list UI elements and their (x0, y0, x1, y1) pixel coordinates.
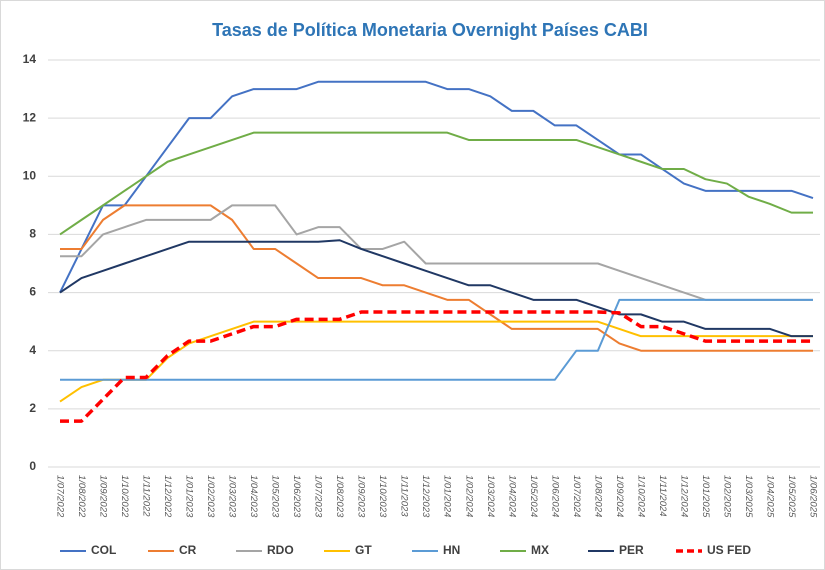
x-tick-label: 1/11/2023 (399, 475, 410, 517)
x-tick-label: 1/10/2024 (635, 475, 646, 517)
series-line (60, 310, 813, 423)
series-line (60, 204, 813, 301)
x-tick-label: 1/06/2024 (549, 475, 560, 517)
x-tick-label: 1/02/2023 (205, 475, 216, 518)
legend-label: PER (619, 543, 644, 557)
y-tick-label: 2 (29, 401, 36, 415)
x-tick-label: 1/07/2024 (571, 475, 582, 517)
x-tick-label: 1/12/2024 (678, 475, 689, 517)
x-tick-label: 1/02/2025 (721, 475, 732, 518)
series-line (59, 320, 813, 403)
x-tick-label: 1/11/2022 (141, 475, 152, 517)
y-tick-label: 0 (29, 459, 36, 473)
y-tick-label: 6 (29, 285, 36, 299)
x-tick-label: 1/06/2025 (807, 475, 818, 518)
legend-label: RDO (267, 543, 294, 557)
x-tick-label: 1/12/2022 (162, 475, 173, 518)
legend-label: HN (443, 543, 460, 557)
y-tick-label: 8 (29, 227, 36, 241)
legend-label: COL (91, 543, 116, 557)
x-tick-label: 1/03/2024 (485, 475, 496, 517)
x-tick-label: 1/01/2023 (184, 475, 195, 518)
legend-label: GT (355, 543, 372, 557)
x-tick-label: 1/10/2023 (377, 475, 388, 518)
x-tick-label: 1/07/2022 (54, 475, 65, 518)
x-tick-label: 1/12/2023 (420, 475, 431, 518)
x-tick-label: 1/07/2023 (313, 475, 324, 518)
y-tick-label: 10 (23, 168, 37, 182)
y-tick-label: 4 (29, 343, 36, 357)
series-line (59, 131, 813, 236)
series-line (59, 239, 813, 338)
x-tick-label: 1/05/2024 (528, 475, 539, 517)
series-line (60, 298, 813, 381)
x-tick-label: 1/02/2024 (463, 475, 474, 517)
series-line (60, 204, 813, 352)
x-tick-label: 1/08/2022 (76, 475, 87, 518)
x-tick-label: 1/08/2023 (334, 475, 345, 518)
x-tick-label: 1/01/2024 (442, 475, 453, 517)
x-tick-label: 1/09/2023 (356, 475, 367, 518)
x-tick-label: 1/01/2025 (700, 475, 711, 518)
x-tick-label: 1/05/2025 (786, 475, 797, 518)
x-tick-label: 1/06/2023 (291, 475, 302, 518)
x-tick-label: 1/04/2024 (506, 475, 517, 517)
x-tick-label: 1/04/2023 (248, 475, 259, 518)
x-tick-label: 1/09/2022 (98, 475, 109, 518)
x-tick-label: 1/11/2024 (657, 475, 668, 517)
x-tick-label: 1/10/2022 (119, 475, 130, 518)
x-tick-label: 1/09/2024 (614, 475, 625, 517)
x-tick-label: 1/05/2023 (270, 475, 281, 518)
series-line (59, 80, 814, 294)
chart-title: Tasas de Política Monetaria Overnight Pa… (212, 20, 648, 40)
x-tick-label: 1/08/2024 (592, 475, 603, 517)
y-tick-label: 14 (23, 52, 37, 66)
legend-label: CR (179, 543, 197, 557)
y-tick-label: 12 (23, 110, 37, 124)
x-tick-label: 1/03/2025 (743, 475, 754, 518)
legend-label: MX (531, 543, 549, 557)
legend-label: US FED (707, 543, 751, 557)
x-tick-label: 1/04/2025 (764, 475, 775, 518)
x-tick-label: 1/03/2023 (227, 475, 238, 518)
